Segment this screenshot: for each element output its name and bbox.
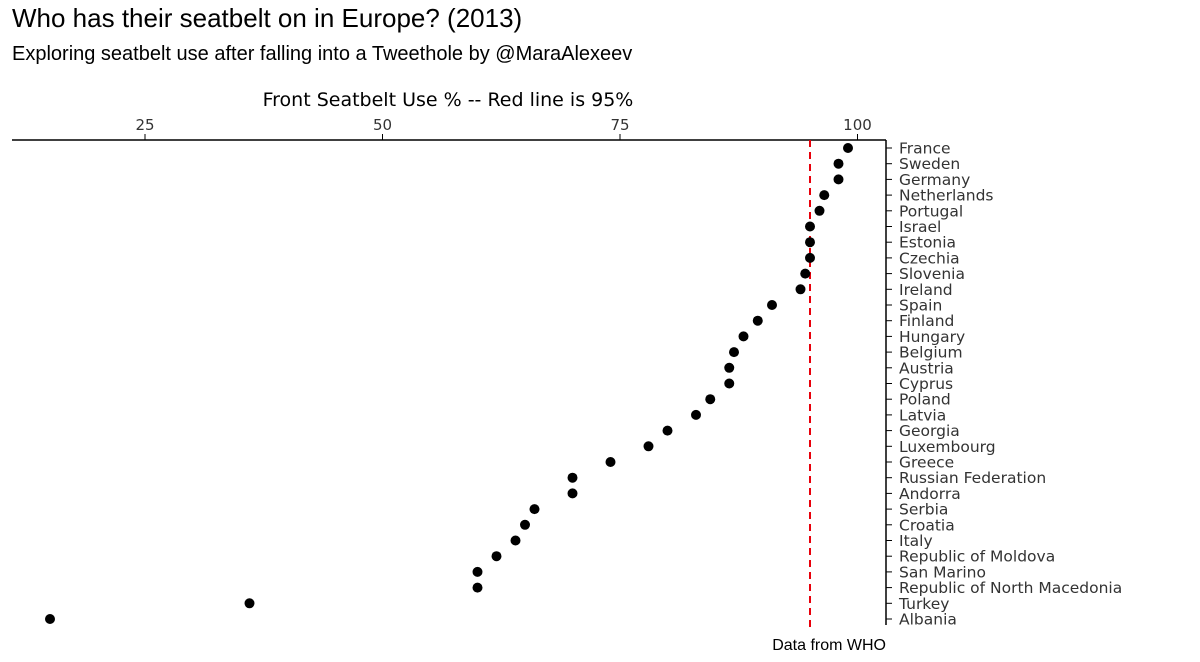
country-label: Sweden <box>899 155 960 173</box>
data-point <box>691 409 701 420</box>
country-label: Republic of Moldova <box>899 548 1055 566</box>
country-label: Albania <box>899 611 957 629</box>
country-label: Luxembourg <box>899 438 996 456</box>
x-tick-label: 100 <box>843 116 872 134</box>
data-point <box>520 519 530 530</box>
country-label: Russian Federation <box>899 469 1046 487</box>
data-point <box>833 174 844 185</box>
data-point <box>491 551 502 562</box>
data-point <box>795 284 806 295</box>
country-label: Cyprus <box>899 375 953 393</box>
country-labels: FranceSwedenGermanyNetherlandsPortugalIs… <box>886 140 1122 629</box>
x-tick-label: 25 <box>135 116 154 134</box>
data-point <box>567 488 578 499</box>
country-label: Italy <box>899 532 933 550</box>
data-point <box>800 268 811 279</box>
data-point <box>567 472 578 483</box>
country-label: Portugal <box>899 202 963 220</box>
data-point <box>819 190 830 201</box>
data-point <box>472 566 483 577</box>
country-label: Germany <box>899 171 970 189</box>
country-label: Austria <box>899 359 954 377</box>
data-point <box>510 535 521 546</box>
country-label: Georgia <box>899 422 960 440</box>
data-source-caption: Data from WHO <box>772 637 886 654</box>
axes: 25 50 75 100 <box>12 116 887 625</box>
x-tick-label: 75 <box>610 116 629 134</box>
data-point <box>45 614 55 624</box>
country-label: Latvia <box>899 406 946 424</box>
data-point <box>244 598 255 609</box>
country-label: Israel <box>899 218 941 236</box>
country-label: Greece <box>899 454 954 472</box>
country-label: Republic of North Macedonia <box>899 579 1122 597</box>
country-label: Turkey <box>898 595 949 613</box>
data-point <box>738 331 749 342</box>
data-point <box>724 378 735 389</box>
country-label: Netherlands <box>899 187 993 205</box>
country-label: San Marino <box>899 563 986 581</box>
country-label: Hungary <box>899 328 965 346</box>
country-label: Ireland <box>899 281 953 299</box>
country-label: France <box>899 140 951 158</box>
data-point <box>843 143 853 153</box>
country-label: Serbia <box>899 501 948 519</box>
data-point <box>752 315 763 326</box>
data-point <box>605 457 616 467</box>
data-points <box>45 143 853 624</box>
data-point <box>724 362 735 373</box>
country-label: Slovenia <box>899 265 965 283</box>
data-point <box>529 504 540 515</box>
country-label: Czechia <box>899 249 960 267</box>
country-label: Croatia <box>899 516 955 534</box>
country-label: Finland <box>899 312 954 330</box>
chart-title: Who has their seatbelt on in Europe? (20… <box>12 3 523 33</box>
data-point <box>767 300 777 310</box>
data-point <box>729 347 739 358</box>
country-label: Poland <box>899 391 951 409</box>
data-point <box>705 394 716 405</box>
x-axis-label: Front Seatbelt Use % -- Red line is 95% <box>263 89 634 111</box>
data-point <box>805 237 815 248</box>
country-label: Andorra <box>899 485 961 503</box>
data-point <box>805 252 815 263</box>
data-point <box>833 158 844 169</box>
data-point <box>643 441 654 452</box>
country-label: Belgium <box>899 344 963 362</box>
data-point <box>814 205 825 216</box>
country-label: Spain <box>899 297 942 315</box>
data-point <box>662 425 673 436</box>
chart-subtitle: Exploring seatbelt use after falling int… <box>12 43 633 65</box>
data-point <box>472 582 483 593</box>
x-tick-label: 50 <box>373 116 392 134</box>
data-point <box>805 221 815 232</box>
country-label: Estonia <box>899 234 956 252</box>
